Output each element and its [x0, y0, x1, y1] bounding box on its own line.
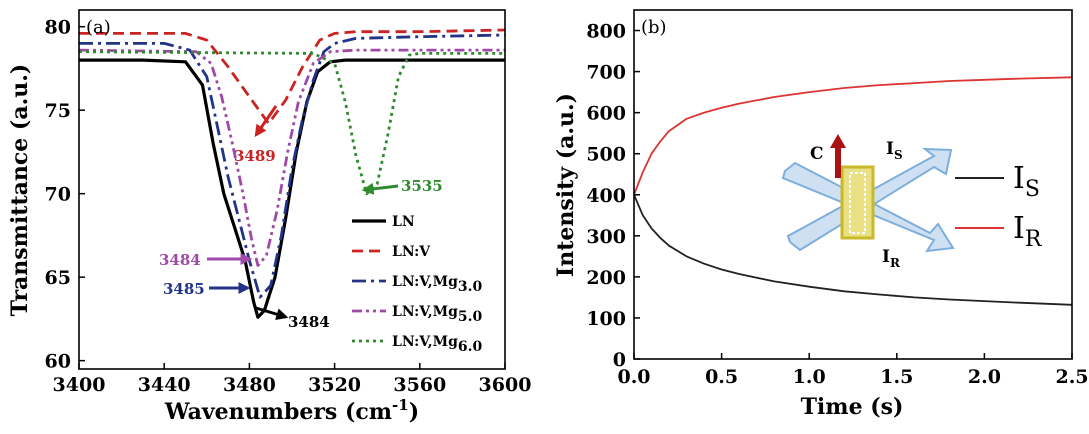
y-tick-label: 800 [586, 21, 626, 43]
annotation-3484-black: 3484 [288, 313, 330, 331]
x-tick-label: 3520 [308, 374, 361, 396]
x-tick-label: 0.0 [617, 366, 650, 388]
annotation-arrow-3484-black [255, 306, 289, 320]
x-tick-label: 3480 [223, 374, 276, 396]
y-tick-label: 500 [586, 144, 626, 166]
panel-a-ylabel: Transmittance (a.u.) [7, 64, 33, 317]
annotation-3489: 3489 [234, 147, 276, 165]
annotation-arrow-3489 [254, 105, 278, 137]
x-tick-label: 1.5 [880, 366, 913, 388]
y-tick-label: 400 [586, 185, 626, 207]
annotation-arrow-3535 [361, 182, 399, 195]
x-tick-label: 2.0 [968, 366, 1001, 388]
annotation-3485: 3485 [163, 280, 205, 298]
inset-schematic: C IS IR [781, 134, 955, 270]
legend-label-is: IS [1013, 161, 1040, 202]
y-tick-label: 300 [586, 226, 626, 248]
y-tick-label: 600 [586, 103, 626, 125]
y-tick-label: 75 [45, 100, 71, 122]
legend-label-ir: IR [1013, 211, 1043, 252]
panel-a-label: (a) [86, 17, 111, 38]
y-tick-label: 70 [45, 184, 71, 206]
panel-b-frame [633, 9, 1073, 360]
series-line-is [633, 194, 1073, 306]
annotation-3484-purple: 3484 [159, 251, 201, 269]
panel-b-label: (b) [641, 17, 667, 38]
legend-label-mg60: LN:V,Mg6.0 [392, 334, 483, 355]
panel-a-legend: LN LN:V LN:V,Mg3.0 LN:V,Mg5.0 LN:V,Mg6.0 [352, 214, 483, 355]
inset-crystal [840, 165, 875, 240]
legend-label-mg30: LN:V,Mg3.0 [392, 274, 483, 295]
x-tick-label: 3560 [393, 374, 446, 396]
inset-ir-label: IR [882, 247, 901, 270]
series-line-lnv [79, 28, 506, 125]
x-tick-label: 1.0 [793, 366, 826, 388]
inset-crystal-core [849, 172, 866, 234]
panel-b-xlabel: Time (s) [801, 394, 904, 420]
panel-a-xlabel: Wavenumbers (cm-1) [164, 396, 419, 425]
y-tick-label: 0 [613, 349, 626, 371]
inset-c-label: C [810, 144, 824, 164]
c-axis-arrowhead-icon [830, 134, 846, 148]
x-tick-label: 0.5 [705, 366, 738, 388]
x-tick-label: 3600 [479, 374, 532, 396]
legend-label-lnv: LN:V [392, 244, 431, 260]
panel-a-chart: 3400 3440 3480 3520 3560 3600 60 65 70 75 80 (a) 3… [7, 9, 532, 425]
series-line-ir [633, 76, 1073, 196]
y-tick-label: 60 [45, 351, 71, 373]
y-tick-label: 100 [586, 308, 626, 330]
legend-label-mg50: LN:V,Mg5.0 [392, 304, 483, 325]
y-tick-label: 200 [586, 267, 626, 289]
panel-b-ylabel: Intensity (a.u.) [553, 93, 579, 277]
panel-b-chart: 0.0 0.5 1.0 1.5 2.0 2.5 0 100 200 300 400 500 600 700… [553, 9, 1089, 420]
series-line-mg50 [78, 48, 505, 267]
series-line-mg30 [79, 33, 506, 299]
annotation-3535: 3535 [401, 177, 443, 195]
panel-b-legend: IS IR [955, 161, 1043, 252]
panel-a-frame [78, 9, 506, 370]
legend-label-ln: LN [392, 214, 415, 230]
y-tick-label: 700 [586, 62, 626, 84]
x-tick-label: 2.5 [1055, 366, 1088, 388]
x-tick-label: 3440 [138, 374, 191, 396]
y-tick-label: 65 [45, 267, 71, 289]
x-tick-label: 3400 [53, 374, 106, 396]
y-tick-label: 80 [45, 17, 71, 39]
inset-is-label: IS [886, 139, 903, 162]
